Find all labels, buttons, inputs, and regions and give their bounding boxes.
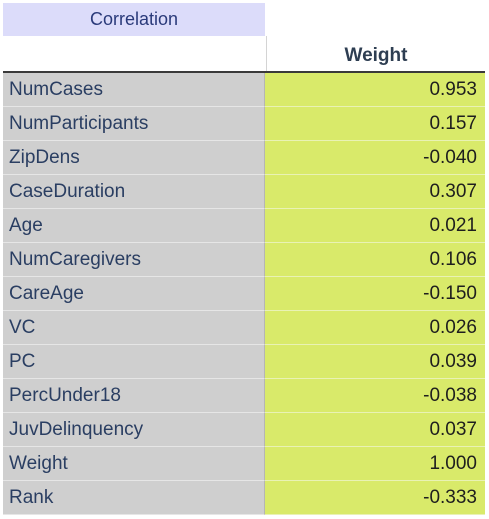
row-value: -0.038 xyxy=(423,384,477,406)
row-label-cell[interactable]: PC xyxy=(3,345,265,379)
table-row: CareAge -0.150 xyxy=(3,277,485,311)
row-value: -0.333 xyxy=(423,486,477,508)
row-value-cell[interactable]: 0.106 xyxy=(265,243,485,277)
row-label-cell[interactable]: NumCaregivers xyxy=(3,243,265,277)
row-label-cell[interactable]: NumCases xyxy=(3,73,265,107)
table-row: Age 0.021 xyxy=(3,209,485,243)
header-divider xyxy=(3,71,485,73)
row-value-cell[interactable]: 0.037 xyxy=(265,413,485,447)
row-label: CareAge xyxy=(9,282,84,304)
row-value: 0.157 xyxy=(429,112,477,134)
row-label: PercUnder18 xyxy=(9,384,121,406)
row-label-cell[interactable]: CaseDuration xyxy=(3,175,265,209)
column-header-weight[interactable]: Weight xyxy=(266,36,485,71)
table-row: JuvDelinquency 0.037 xyxy=(3,413,485,447)
row-value: -0.040 xyxy=(423,146,477,168)
table-row: Rank -0.333 xyxy=(3,481,485,515)
correlation-table: NumCases 0.953 NumParticipants 0.157 Zip… xyxy=(3,73,485,515)
row-value-cell[interactable]: 0.039 xyxy=(265,345,485,379)
tab-correlation-label: Correlation xyxy=(89,9,179,29)
row-value: 0.106 xyxy=(429,248,477,270)
row-label-cell[interactable]: Age xyxy=(3,209,265,243)
row-label-cell[interactable]: VC xyxy=(3,311,265,345)
column-header-weight-label: Weight xyxy=(344,45,408,66)
tab-correlation[interactable]: Correlation xyxy=(3,3,265,36)
row-value-cell[interactable]: 0.021 xyxy=(265,209,485,243)
row-label: NumCaregivers xyxy=(9,248,141,270)
row-label: CaseDuration xyxy=(9,180,126,202)
row-label: ZipDens xyxy=(9,146,80,168)
row-value-cell[interactable]: 1.000 xyxy=(265,447,485,481)
row-value: 1.000 xyxy=(429,452,477,474)
row-label: PC xyxy=(9,350,36,372)
row-label: JuvDelinquency xyxy=(9,418,144,440)
row-value-cell[interactable]: 0.953 xyxy=(265,73,485,107)
table-header: Weight xyxy=(3,36,485,71)
table-row: PercUnder18 -0.038 xyxy=(3,379,485,413)
row-value-cell[interactable]: 0.157 xyxy=(265,107,485,141)
tab-strip-empty xyxy=(265,3,485,36)
row-value: 0.039 xyxy=(429,350,477,372)
row-value: 0.026 xyxy=(429,316,477,338)
table-row: NumCases 0.953 xyxy=(3,73,485,107)
table-row: PC 0.039 xyxy=(3,345,485,379)
row-label: VC xyxy=(9,316,36,338)
table-row: VC 0.026 xyxy=(3,311,485,345)
row-value-cell[interactable]: -0.040 xyxy=(265,141,485,175)
table-row: Weight 1.000 xyxy=(3,447,485,481)
row-label-cell[interactable]: PercUnder18 xyxy=(3,379,265,413)
row-value: 0.021 xyxy=(429,214,477,236)
row-label: NumParticipants xyxy=(9,112,149,134)
row-value: -0.150 xyxy=(423,282,477,304)
row-label: Weight xyxy=(9,452,68,474)
table-row: CaseDuration 0.307 xyxy=(3,175,485,209)
table-row: ZipDens -0.040 xyxy=(3,141,485,175)
row-value-cell[interactable]: 0.026 xyxy=(265,311,485,345)
header-label-cell xyxy=(3,36,265,71)
row-value-cell[interactable]: -0.038 xyxy=(265,379,485,413)
row-value-cell[interactable]: -0.333 xyxy=(265,481,485,515)
row-label: Age xyxy=(9,214,43,236)
row-label-cell[interactable]: JuvDelinquency xyxy=(3,413,265,447)
row-value-cell[interactable]: 0.307 xyxy=(265,175,485,209)
table-row: NumCaregivers 0.106 xyxy=(3,243,485,277)
row-label: Rank xyxy=(9,486,54,508)
row-label-cell[interactable]: CareAge xyxy=(3,277,265,311)
row-value: 0.953 xyxy=(429,78,477,100)
row-value-cell[interactable]: -0.150 xyxy=(265,277,485,311)
row-value: 0.037 xyxy=(429,418,477,440)
table-row: NumParticipants 0.157 xyxy=(3,107,485,141)
row-label-cell[interactable]: NumParticipants xyxy=(3,107,265,141)
row-label-cell[interactable]: ZipDens xyxy=(3,141,265,175)
row-label-cell[interactable]: Rank xyxy=(3,481,265,515)
row-label-cell[interactable]: Weight xyxy=(3,447,265,481)
row-label: NumCases xyxy=(9,78,103,100)
row-value: 0.307 xyxy=(429,180,477,202)
